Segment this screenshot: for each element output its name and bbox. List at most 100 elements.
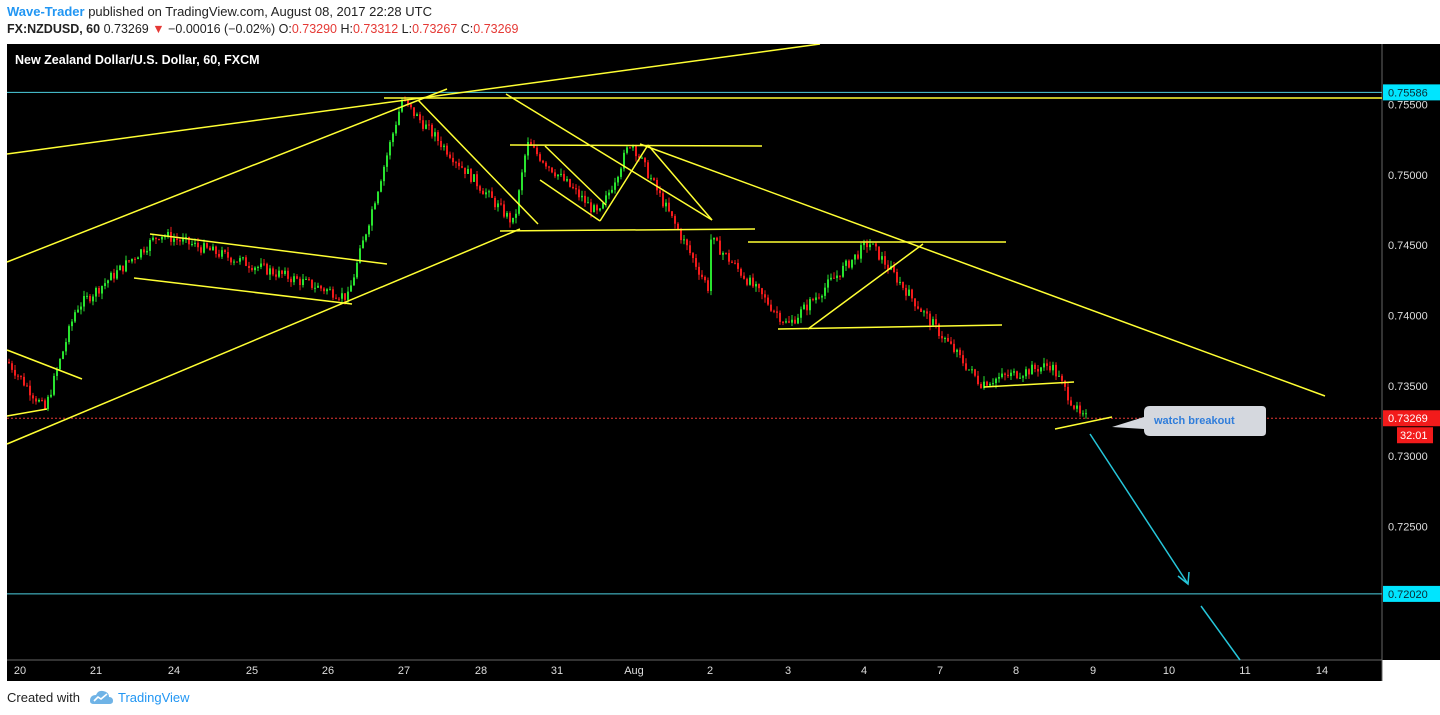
candle-body (1004, 373, 1006, 375)
trendline[interactable] (6, 408, 48, 417)
price-axis[interactable] (1382, 44, 1440, 660)
candle-body (434, 132, 436, 137)
candle-body (167, 231, 169, 237)
x-tick-label: 2 (707, 665, 713, 677)
price-change: −0.00016 (−0.02%) (168, 22, 276, 36)
trendline[interactable] (647, 144, 713, 221)
trendlines (6, 43, 1382, 661)
candle-body (113, 272, 115, 279)
trendline[interactable] (639, 143, 1326, 397)
candle-body (764, 294, 766, 298)
candle-body (350, 285, 352, 292)
candle-body (875, 243, 877, 247)
trendline[interactable] (149, 233, 388, 265)
trendline[interactable] (544, 145, 607, 206)
candle-body (71, 321, 73, 327)
candle-body (338, 298, 340, 300)
candle-body (479, 186, 481, 191)
trendline[interactable] (807, 243, 924, 330)
trendline[interactable] (6, 88, 448, 263)
candle-body (593, 205, 595, 213)
projection-arrow-line[interactable] (1089, 433, 1189, 585)
price-chart[interactable]: New Zealand Dollar/U.S. Dollar, 60, FXCM… (0, 43, 1440, 681)
candle-body (1037, 369, 1039, 372)
candle-body (821, 295, 823, 298)
candle-body (389, 142, 391, 156)
candle-body (407, 100, 409, 105)
trendline[interactable] (505, 93, 713, 221)
candle-body (662, 193, 664, 207)
trendline[interactable] (777, 324, 1003, 330)
candle-body (815, 297, 817, 301)
candle-body (893, 266, 895, 272)
candle-body (278, 270, 280, 277)
candle-body (446, 145, 448, 155)
trendline[interactable] (1054, 416, 1113, 430)
candle-body (950, 341, 952, 344)
candle-body (218, 253, 220, 257)
candle-body (455, 162, 457, 164)
plot-background (7, 44, 1382, 660)
trendline[interactable] (983, 381, 1075, 388)
candle-body (587, 202, 589, 204)
trendline[interactable] (133, 277, 353, 305)
candle-body (848, 260, 850, 268)
arrow-head-icon (1177, 571, 1190, 586)
countdown-text: 32:01 (1400, 430, 1428, 442)
candle-body (959, 349, 961, 356)
candle-body (242, 257, 244, 259)
price-label-text: 0.75586 (1388, 87, 1428, 99)
candle-body (923, 311, 925, 313)
chart-area[interactable]: New Zealand Dollar/U.S. Dollar, 60, FXCM… (0, 43, 1440, 686)
candle-body (428, 124, 430, 126)
trendline[interactable] (6, 349, 83, 380)
candle-body (1043, 363, 1045, 368)
candle-body (482, 190, 484, 195)
candle-body (1061, 375, 1063, 381)
candle-body (23, 376, 25, 386)
candle-body (443, 145, 445, 148)
trendline[interactable] (509, 144, 763, 147)
candle-body (302, 279, 304, 286)
candle-body (788, 321, 790, 323)
candle-body (221, 250, 223, 257)
x-tick-label: 26 (322, 665, 334, 677)
candle-body (251, 268, 253, 271)
time-axis[interactable] (7, 660, 1382, 681)
x-tick-label: 21 (90, 665, 102, 677)
candle-body (956, 349, 958, 352)
candle-body (806, 304, 808, 311)
trendline[interactable] (599, 144, 649, 222)
trendline[interactable] (499, 228, 756, 232)
candle-body (32, 395, 34, 399)
candle-body (1070, 400, 1072, 406)
price-label-box (1383, 84, 1440, 101)
price-label-box (1383, 585, 1440, 602)
annotation-callout[interactable]: watch breakout (1112, 406, 1266, 436)
author-link[interactable]: Wave-Trader (7, 4, 85, 19)
candle-body (182, 238, 184, 242)
candle-body (707, 280, 709, 291)
candle-body (248, 265, 250, 269)
candle-body (968, 369, 970, 371)
x-tick-label: 11 (1239, 665, 1250, 677)
x-axis-ticks: 20 21 24 25 26 27 28 31 Aug 2 3 4 7 8 9 10 11 14 (14, 665, 1328, 677)
trendline[interactable] (6, 43, 821, 155)
projection-arrow-line[interactable] (1200, 605, 1241, 661)
candle-body (1022, 376, 1024, 378)
candle-body (1058, 375, 1060, 377)
trendline[interactable] (417, 99, 539, 225)
candle-body (290, 278, 292, 283)
trendline[interactable] (539, 179, 601, 222)
candle-body (581, 195, 583, 198)
candle-body (452, 157, 454, 163)
candle-body (719, 240, 721, 255)
candle-body (317, 285, 319, 288)
candle-body (995, 378, 997, 384)
candle-body (617, 176, 619, 183)
candle-body (935, 319, 937, 325)
trendline[interactable] (6, 228, 521, 445)
tradingview-link[interactable]: TradingView (118, 690, 190, 705)
candle-body (386, 155, 388, 167)
candle-body (260, 263, 262, 267)
